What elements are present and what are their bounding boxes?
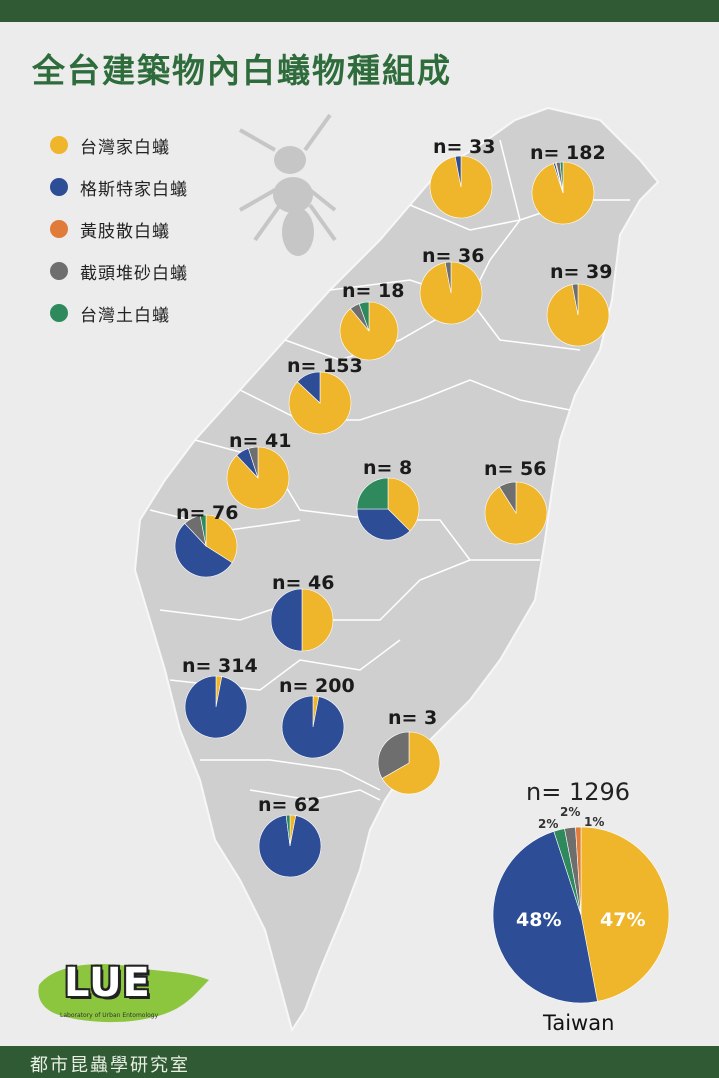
region-pie-slice [356, 508, 411, 541]
legend-label: 台灣家白蟻 [80, 137, 170, 158]
region-pie: n= 153 [287, 355, 363, 435]
region-n-label: n= 8 [363, 457, 412, 479]
taiwan-total-pct-label: 47% [600, 909, 645, 931]
region-pie-slice [484, 481, 548, 545]
termite-silhouette-icon [239, 113, 337, 256]
region-n-label: n= 200 [279, 675, 355, 697]
legend-dot-icon [50, 136, 68, 154]
region-pie: n= 18 [339, 280, 405, 361]
bottom-bar [0, 1046, 719, 1078]
region-pie: n= 41 [226, 430, 292, 510]
region-pie-slice [454, 155, 462, 188]
region-pie-slice [258, 814, 322, 878]
taiwan-total-slice [580, 826, 670, 1002]
map-title: 全台建築物內白蟻物種組成 [32, 51, 452, 90]
region-pie-slice [281, 695, 345, 759]
region-n-label: n= 3 [388, 707, 437, 729]
region-n-label: n= 36 [422, 245, 485, 267]
region-pie-slice [301, 588, 334, 652]
region-pie-slice [377, 731, 410, 779]
region-n-label: n= 182 [530, 142, 606, 164]
region-pie: n= 182 [530, 142, 606, 225]
region-pie: n= 33 [429, 136, 496, 219]
taiwan-total-pct-label: 48% [516, 909, 561, 931]
legend-dot-icon [50, 304, 68, 322]
footer-label: 都市昆蟲學研究室 [30, 1055, 190, 1076]
taiwan-total-pie: 47% 48% 1% 2%2% [492, 805, 670, 1004]
region-pie-slice [199, 514, 207, 547]
region-pie-slice [444, 261, 452, 294]
taiwan-total-pct-label: 1% [584, 815, 604, 829]
region-pies: n= 33 n= 182 n= 36 n= 39 n= 18 n= 153 n= 41 n= … [174, 136, 613, 878]
legend-item: 台灣家白蟻 [50, 124, 188, 166]
region-pie-slice [184, 675, 248, 739]
region-n-label: n= 62 [258, 794, 321, 816]
region-pie-slice [270, 588, 303, 652]
region-pie-slice [174, 522, 233, 578]
region-n-label: n= 39 [550, 261, 613, 283]
region-pie: n= 8 [356, 457, 420, 541]
legend-label: 台灣土白蟻 [80, 305, 170, 326]
region-pie: n= 76 [174, 502, 239, 578]
legend-item: 格斯特家白蟻 [50, 166, 188, 208]
legend-item: 台灣土白蟻 [50, 292, 188, 334]
region-n-label: n= 56 [484, 458, 547, 480]
region-pie: n= 36 [419, 245, 485, 325]
logo-subtitle: Laboratory of Urban Entomology [60, 1012, 159, 1019]
region-pie-slice [356, 477, 389, 510]
legend: 台灣家白蟻 格斯特家白蟻 黃肢散白蟻 截頭堆砂白蟻 台灣土白蟻 [50, 124, 188, 334]
legend-dot-icon [50, 178, 68, 196]
legend-dot-icon [50, 262, 68, 280]
top-bar [0, 0, 719, 22]
legend-label: 截頭堆砂白蟻 [80, 263, 188, 284]
region-pie-slice [285, 814, 291, 847]
legend-dot-icon [50, 220, 68, 238]
taiwan-outline [133, 106, 660, 1033]
logo-text: LUE [64, 960, 151, 1006]
region-n-label: n= 46 [272, 572, 335, 594]
region-n-label: n= 76 [176, 502, 239, 524]
region-pie: n= 62 [258, 794, 322, 878]
region-pie: n= 314 [182, 655, 258, 739]
region-n-label: n= 33 [433, 136, 496, 158]
taiwan-total-n: n= 1296 [526, 778, 631, 806]
legend-item: 黃肢散白蟻 [50, 208, 188, 250]
taiwan-total-slice [492, 830, 598, 1004]
legend-label: 黃肢散白蟻 [80, 221, 170, 242]
region-n-label: n= 18 [342, 280, 405, 302]
taiwan-total-pct-label: 2% [560, 805, 580, 819]
region-pie-slice [387, 477, 420, 532]
region-pie-slice [498, 481, 517, 515]
region-pie-slice [248, 446, 259, 479]
legend-item: 截頭堆砂白蟻 [50, 250, 188, 292]
region-pie: n= 200 [279, 675, 355, 759]
region-n-label: n= 41 [229, 430, 292, 452]
taiwan-total-name: Taiwan [543, 1011, 615, 1035]
region-pie-slice [358, 301, 370, 332]
region-pie-slice [296, 371, 321, 404]
region-pie: n= 56 [484, 458, 548, 545]
region-n-label: n= 153 [287, 355, 363, 377]
region-pie: n= 39 [546, 261, 613, 347]
region-n-label: n= 314 [182, 655, 258, 677]
region-pie: n= 46 [270, 572, 335, 652]
region-pie-slice [571, 283, 579, 316]
region-pie-slice [559, 161, 564, 194]
legend-label: 格斯特家白蟻 [80, 179, 188, 200]
lue-logo-icon [38, 964, 209, 1023]
taiwan-total-slice [575, 826, 582, 916]
region-pie: n= 3 [377, 707, 441, 795]
region-pie-slice [381, 731, 441, 795]
taiwan-total-pct-label: 2% [538, 817, 558, 831]
